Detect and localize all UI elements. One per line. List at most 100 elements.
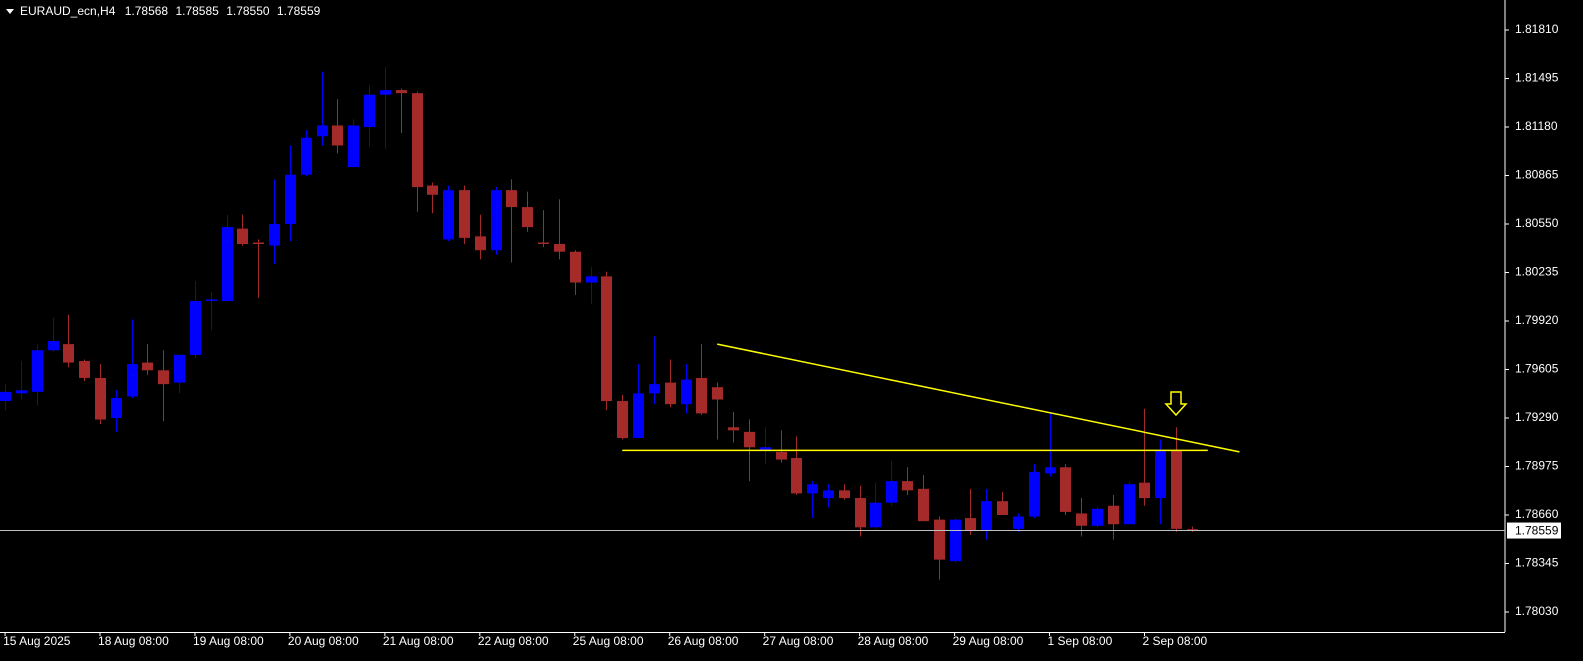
candle-body	[0, 391, 11, 402]
x-tick-label: 25 Aug 08:00	[573, 634, 644, 648]
candle-body	[601, 276, 612, 402]
candle-body	[791, 458, 802, 494]
candle-body	[855, 498, 866, 528]
y-tick-label: 1.81180	[1515, 119, 1558, 133]
candle-body	[253, 242, 264, 245]
y-tick-label: 1.78660	[1515, 507, 1559, 521]
candle-body	[665, 382, 676, 405]
x-tick-label: 15 Aug 2025	[3, 634, 71, 648]
candle-body	[475, 236, 486, 251]
x-tick-label: 22 Aug 08:00	[478, 634, 549, 648]
candle-body	[301, 137, 312, 175]
candle-body	[285, 174, 296, 225]
candle-body	[111, 397, 122, 418]
x-tick-label: 28 Aug 08:00	[858, 634, 929, 648]
candle-body	[364, 94, 375, 128]
candle-body	[32, 350, 43, 392]
x-tick-label: 2 Sep 08:00	[1142, 634, 1207, 648]
candle-body	[744, 431, 755, 448]
candle-body	[997, 501, 1008, 515]
candle-body	[79, 361, 90, 378]
candle-body	[1124, 484, 1135, 525]
candle-body	[16, 390, 27, 394]
candle-body	[712, 387, 723, 400]
y-tick-label: 1.79920	[1515, 313, 1559, 327]
candle-body	[1171, 450, 1182, 529]
candle-body	[807, 484, 818, 494]
candle-body	[617, 401, 628, 439]
x-tick-label: 1 Sep 08:00	[1048, 634, 1113, 648]
candle-body	[823, 490, 834, 499]
candle-body	[760, 447, 771, 451]
candle-body	[1155, 450, 1166, 499]
candle-body	[776, 451, 787, 460]
candle-body	[681, 379, 692, 405]
candle-body	[174, 354, 185, 383]
candle-body	[538, 242, 549, 245]
x-tick-label: 26 Aug 08:00	[668, 634, 739, 648]
candle-body	[950, 519, 961, 562]
y-tick-label: 1.79290	[1515, 410, 1559, 424]
candle-body	[886, 481, 897, 503]
price-tag-label: 1.78559	[1515, 524, 1559, 538]
candle-body	[1029, 471, 1040, 517]
candle-body	[506, 190, 517, 208]
candle-body	[696, 377, 707, 414]
candle-body	[934, 519, 945, 560]
candle-body	[443, 190, 454, 240]
y-tick-label: 1.81495	[1515, 71, 1559, 85]
candle-body	[48, 341, 59, 351]
candle-body	[491, 190, 502, 251]
candle-body	[222, 227, 233, 301]
candle-body	[1045, 467, 1056, 474]
high-label: 1.78585	[175, 4, 219, 18]
candle-body	[918, 488, 929, 522]
candle-body	[317, 125, 328, 137]
candle-body	[380, 90, 391, 95]
candle-body	[902, 481, 913, 491]
chart-title: EURAUD_ecn,H4	[20, 4, 116, 18]
candle-body	[190, 300, 201, 355]
y-tick-label: 1.78030	[1515, 604, 1559, 618]
low-label: 1.78550	[226, 4, 270, 18]
candle-body	[981, 501, 992, 531]
y-tick-label: 1.79605	[1515, 362, 1559, 376]
candle-body	[839, 490, 850, 499]
price-tag	[1507, 522, 1561, 539]
x-tick-label: 18 Aug 08:00	[98, 634, 169, 648]
close-label: 1.78559	[277, 4, 321, 18]
candle-body	[237, 228, 248, 245]
candle-body	[554, 244, 565, 252]
menu-triangle[interactable]	[6, 9, 14, 14]
candle-body	[412, 93, 423, 188]
candle-body	[870, 502, 881, 528]
candle-body	[127, 364, 138, 397]
candle-body	[206, 299, 217, 301]
trend-line	[717, 343, 1240, 453]
candle-body	[728, 427, 739, 431]
candle-body	[427, 185, 438, 195]
chart-header: EURAUD_ecn,H4 1.78568 1.78585 1.78550 1.…	[20, 4, 321, 18]
candle-body	[1013, 516, 1024, 529]
x-tick-label: 19 Aug 08:00	[193, 634, 264, 648]
candle-body	[649, 384, 660, 394]
candle-body	[459, 190, 470, 238]
x-tick-label: 20 Aug 08:00	[288, 634, 359, 648]
y-tick-label: 1.80865	[1515, 168, 1559, 182]
x-tick-label: 27 Aug 08:00	[763, 634, 834, 648]
y-tick-label: 1.81810	[1515, 22, 1559, 36]
candle-body	[332, 125, 343, 146]
y-tick-label: 1.80235	[1515, 265, 1559, 279]
candle-body	[269, 224, 280, 246]
candle-body	[522, 207, 533, 228]
sell-arrow	[1164, 391, 1188, 417]
candle-body	[586, 276, 597, 283]
candle-body	[1108, 505, 1119, 525]
candle-body	[63, 344, 74, 363]
candle-body	[1076, 513, 1087, 526]
candle-body	[95, 377, 106, 420]
candle-body	[396, 90, 407, 94]
candle-body	[1060, 467, 1071, 512]
